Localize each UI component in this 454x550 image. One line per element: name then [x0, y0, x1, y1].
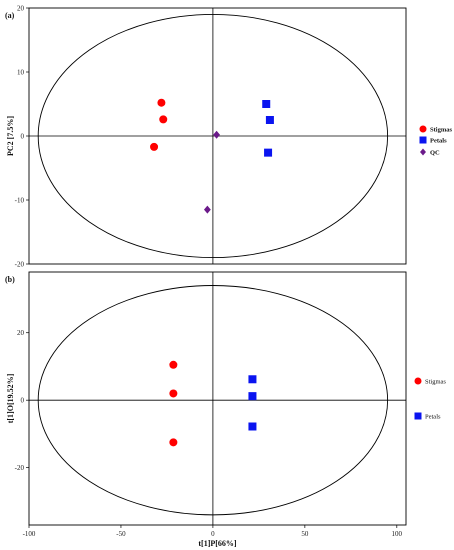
- data-point-stigmas: [169, 360, 178, 369]
- x-tick-label: -100: [23, 530, 36, 538]
- x-axis-label: t[1]P[66%]: [198, 539, 237, 548]
- confidence-ellipse: [37, 13, 389, 259]
- legend-label-stigmas: Stigmas: [425, 379, 446, 386]
- legend-marker-petals: [414, 412, 422, 420]
- y-tick-label: -20: [15, 261, 25, 269]
- data-point-qc: [213, 130, 220, 139]
- y-tick-label: 20: [17, 5, 25, 13]
- plot-frame: [28, 271, 407, 526]
- data-point-petals: [265, 116, 274, 124]
- legend-label-stigmas: Stigmas: [430, 127, 453, 134]
- legend-label-qc: QC: [430, 150, 440, 157]
- data-point-stigmas: [150, 142, 159, 151]
- panel-label: (b): [5, 275, 15, 284]
- data-point-petals: [262, 100, 271, 108]
- legend-marker-qc: [420, 148, 426, 156]
- panel-label: (a): [5, 11, 15, 20]
- legend-label-petals: Petals: [430, 138, 447, 145]
- y-tick-label: 10: [17, 69, 25, 77]
- y-tick-label: -10: [15, 197, 25, 205]
- data-point-qc: [203, 205, 211, 214]
- legend-marker-stigmas: [419, 125, 427, 133]
- y-tick-label: 0: [21, 133, 25, 141]
- data-point-petals: [248, 392, 257, 401]
- confidence-ellipse: [37, 285, 389, 516]
- data-point-petals: [264, 148, 273, 157]
- chart-panel-a: 20 10 0 -10 -20 (a) PC2 [7.5%] Stigmas Petals QC: [5, 5, 453, 269]
- y-tick-label: 0: [21, 397, 25, 405]
- x-tick-label: 50: [301, 530, 309, 538]
- y-tick-label: 20: [17, 329, 25, 337]
- data-point-petals: [248, 375, 257, 384]
- data-point-stigmas: [169, 389, 178, 398]
- y-axis-label: t[1]O[19.52%]: [6, 373, 15, 423]
- data-point-stigmas: [169, 438, 178, 447]
- x-tick-label: 100: [392, 530, 403, 538]
- x-tick-label: 0: [211, 530, 215, 538]
- data-point-petals: [248, 422, 257, 431]
- legend-label-petals: Petals: [425, 414, 441, 421]
- data-point-stigmas: [159, 115, 168, 124]
- legend-marker-petals: [419, 136, 427, 144]
- chart-panel-b: 20 0 -20 -100 -50 0 50 100 (b) t[1]O[19.52%] t[1]P…: [5, 271, 446, 548]
- x-tick-label: -50: [116, 530, 126, 538]
- legend-marker-stigmas: [414, 377, 422, 385]
- y-tick-label: -20: [15, 464, 25, 472]
- y-axis-label: PC2 [7.5%]: [6, 116, 15, 156]
- data-point-stigmas: [157, 98, 166, 107]
